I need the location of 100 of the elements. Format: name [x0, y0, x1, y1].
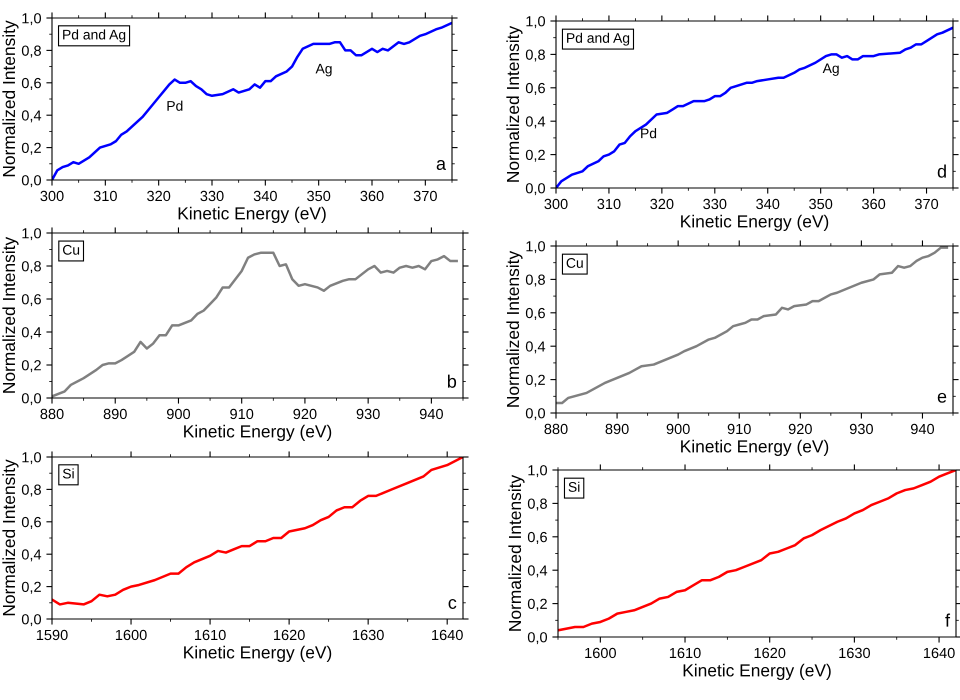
x-tick-label: 940	[420, 408, 443, 420]
y-tick-label: 0,4	[22, 327, 42, 340]
x-axis-title: Kinetic Energy (eV)	[681, 214, 828, 231]
x-tick-label: 930	[850, 424, 873, 434]
x-axis-title: Kinetic Energy (eV)	[178, 206, 326, 223]
annotation: Si	[568, 482, 580, 492]
y-tick-label: 0,6	[22, 294, 41, 306]
y-tick-label: 0,2	[526, 374, 545, 387]
annotation: e	[938, 392, 946, 403]
y-tick-label: 1,0	[526, 16, 546, 28]
x-tick-label: 1600	[585, 648, 616, 658]
annotation: Pd	[167, 100, 182, 111]
x-tick-label: 370	[414, 190, 437, 202]
y-tick-label: 0,6	[528, 532, 547, 544]
y-tick-label: 0,8	[526, 274, 545, 287]
annotation: a	[436, 160, 446, 170]
x-tick-label: 350	[307, 190, 330, 202]
y-tick-label: 0,8	[22, 46, 41, 58]
y-tick-label: 0,4	[526, 341, 546, 354]
x-tick-label: 360	[862, 198, 886, 210]
y-axis-title: Normalized Intensity	[508, 474, 525, 631]
x-tick-label: 1620	[274, 630, 305, 640]
y-tick-label: 0,4	[528, 565, 548, 578]
line-series	[556, 246, 948, 404]
y-tick-label: 0,2	[22, 142, 41, 155]
x-tick-label: 1610	[194, 630, 226, 640]
x-tick-label: 1640	[924, 648, 955, 658]
x-tick-label: 310	[94, 190, 117, 202]
x-tick-label: 900	[166, 408, 190, 420]
y-tick-label: 0,6	[22, 78, 41, 90]
x-axis-title: Kinetic Energy (eV)	[184, 424, 332, 441]
y-axis-title: Normalized Intensity	[2, 459, 19, 616]
x-tick-label: 940	[910, 424, 934, 434]
x-tick-label: 320	[650, 198, 674, 210]
y-axis-title: Normalized Intensity	[506, 250, 523, 407]
x-tick-label: 350	[809, 198, 832, 210]
x-tick-label: 880	[544, 424, 568, 434]
x-tick-label: 930	[356, 408, 380, 420]
y-tick-label: 0,4	[22, 549, 42, 562]
y-tick-label: 0,6	[526, 82, 545, 95]
y-tick-label: 0,4	[526, 116, 546, 128]
x-tick-label: 300	[544, 198, 568, 210]
x-tick-label: 310	[597, 198, 621, 210]
annotation: Pd and Ag	[567, 32, 630, 46]
x-tick-label: 370	[914, 198, 938, 210]
y-tick-label: 0,0	[526, 183, 546, 196]
y-tick-label: 0,0	[22, 175, 42, 188]
y-tick-label: 0,8	[22, 261, 41, 274]
x-tick-label: 920	[293, 408, 317, 420]
y-tick-label: 0,6	[22, 516, 41, 529]
annotation: Ag	[822, 63, 839, 76]
y-tick-label: 1,0	[528, 465, 548, 478]
x-tick-label: 1640	[432, 630, 463, 640]
annotation: Pd	[641, 128, 656, 138]
x-tick-label: 900	[666, 424, 690, 434]
x-axis-title: Kinetic Energy (eV)	[184, 646, 332, 662]
x-axis-title: Kinetic Energy (eV)	[684, 664, 831, 680]
x-tick-label: 890	[104, 408, 127, 420]
y-tick-label: 0,4	[22, 110, 42, 122]
x-tick-label: 330	[703, 198, 726, 210]
y-tick-label: 1,0	[22, 452, 42, 464]
y-tick-label: 1,0	[526, 241, 546, 254]
y-axis-title: Normalized Intensity	[2, 20, 19, 176]
y-tick-label: 0,6	[526, 308, 545, 320]
y-tick-label: 0,8	[528, 498, 547, 511]
annotation: Ag	[316, 64, 332, 76]
annotation: Cu	[62, 244, 80, 255]
x-tick-label: 920	[788, 424, 812, 434]
x-tick-label: 340	[254, 190, 277, 202]
annotation: Cu	[566, 258, 583, 268]
y-tick-label: 0,0	[22, 614, 42, 626]
y-tick-label: 0,2	[526, 150, 545, 162]
y-tick-label: 0,0	[22, 393, 42, 406]
y-axis-title: Normalized Intensity	[2, 236, 19, 393]
x-tick-label: 1590	[36, 630, 68, 640]
annotation: f	[945, 614, 950, 627]
x-tick-label: 360	[360, 190, 384, 202]
x-tick-label: 320	[147, 190, 170, 202]
x-tick-label: 890	[606, 424, 629, 434]
y-tick-label: 1,0	[22, 228, 42, 240]
y-tick-label: 0,8	[526, 50, 545, 62]
x-tick-label: 340	[756, 198, 780, 210]
annotation: Si	[62, 468, 74, 479]
x-tick-label: 1600	[116, 630, 147, 640]
annotation: Pd and Ag	[63, 29, 126, 42]
y-tick-label: 0,2	[528, 598, 547, 611]
x-tick-label: 300	[40, 190, 64, 202]
x-tick-label: 880	[40, 408, 64, 420]
y-tick-label: 0,0	[528, 632, 548, 644]
y-axis-title: Normalized Intensity	[506, 26, 523, 182]
annotation: c	[448, 599, 456, 609]
y-tick-label: 0,8	[22, 484, 41, 497]
x-tick-label: 910	[728, 424, 751, 434]
x-tick-label: 1630	[839, 648, 870, 658]
x-axis-title: Kinetic Energy (eV)	[681, 440, 828, 456]
x-tick-label: 1620	[754, 648, 786, 658]
x-tick-label: 1630	[353, 630, 384, 640]
x-tick-label: 1610	[670, 648, 701, 658]
x-tick-label: 910	[230, 408, 254, 420]
x-tick-label: 330	[200, 190, 224, 202]
